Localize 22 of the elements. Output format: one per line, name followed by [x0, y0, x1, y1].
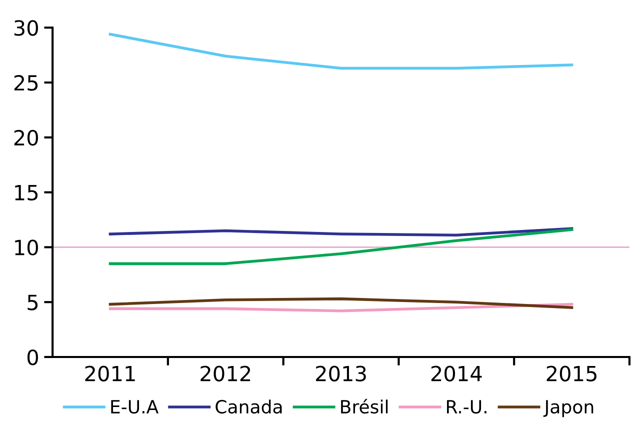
y-tick-label: 20 — [14, 130, 38, 146]
legend-label: E-U.A — [111, 400, 159, 414]
legend-label: Brésil — [341, 398, 388, 414]
y-tick-label: 25 — [14, 74, 38, 91]
x-tick-label: 2015 — [546, 366, 596, 382]
y-tick-label: 30 — [14, 20, 38, 36]
x-tick-label: 2012 — [200, 366, 250, 382]
line-series — [108, 302, 574, 312]
legend-label: Japon — [543, 400, 594, 418]
x-tick-label: 2014 — [431, 366, 482, 382]
line-series — [108, 32, 574, 70]
line-series — [108, 227, 574, 237]
y-tick-label: 10 — [15, 240, 38, 256]
y-tick-label: 5 — [28, 294, 38, 310]
legend-label: Canada — [216, 400, 282, 414]
line-series — [108, 297, 574, 309]
x-tick-label: 2011 — [85, 366, 135, 382]
line-series — [108, 228, 574, 266]
y-tick-label: 15 — [15, 185, 38, 201]
x-tick-label: 2013 — [316, 366, 366, 382]
y-tick-label: 0 — [27, 349, 38, 366]
legend-label: R.-U. — [447, 400, 486, 414]
